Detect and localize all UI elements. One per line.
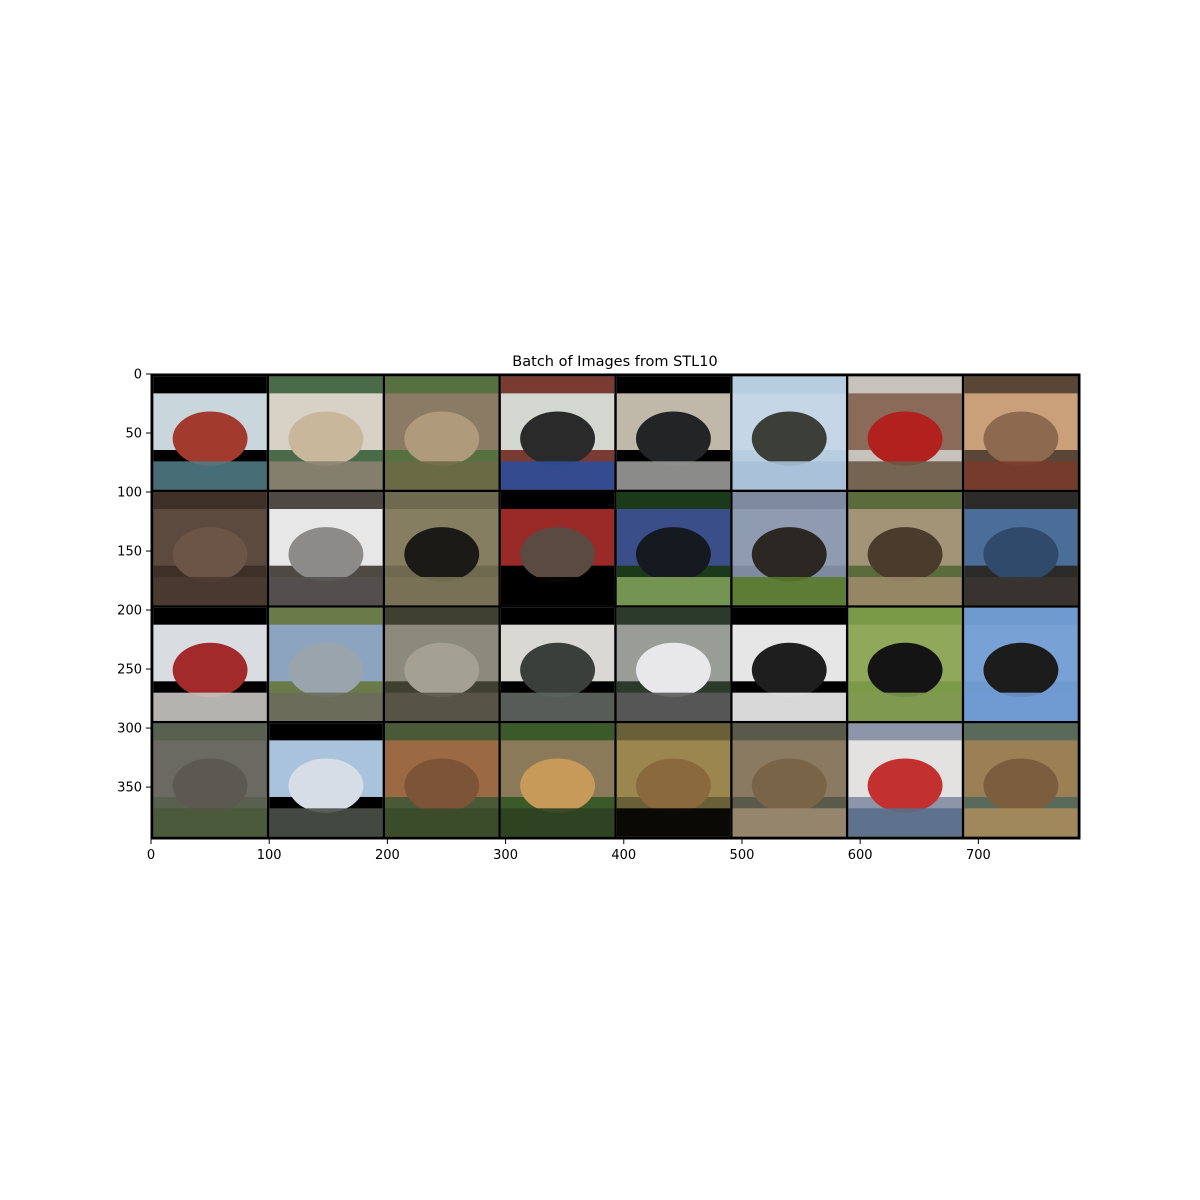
image-tile: dog — [385, 492, 499, 606]
image-tile: truck — [616, 376, 731, 490]
x-tick: 400 — [611, 839, 636, 863]
grid-separator — [151, 489, 1080, 493]
grid-separator — [151, 836, 1080, 839]
grid-separator — [151, 720, 1080, 724]
image-tile: car — [616, 607, 731, 721]
image-tile: deer — [616, 723, 731, 837]
y-tick: 350 — [117, 781, 151, 796]
image-tile: airplane — [848, 723, 962, 837]
x-tick: 200 — [375, 839, 400, 863]
chart-title: Batch of Images from STL10 — [512, 354, 717, 370]
x-tick-label: 0 — [147, 848, 155, 863]
image-tile: monkey — [153, 492, 267, 606]
x-tick: 600 — [848, 839, 873, 863]
image-tile: ship — [153, 376, 267, 490]
y-tick-label: 300 — [117, 722, 142, 737]
image-tile: deer — [732, 723, 846, 837]
image-tile: truck — [153, 607, 267, 721]
image-tile: cat — [153, 723, 267, 837]
image-tile: cat — [385, 723, 499, 837]
y-tick: 200 — [117, 604, 151, 619]
image-tile: car — [964, 492, 1078, 606]
x-tick-label: 300 — [493, 848, 518, 863]
image-tile: truck — [269, 723, 383, 837]
image-tile: dog — [848, 607, 962, 721]
image-tile: truck — [500, 492, 615, 606]
x-axis: 0 100 200 300 400 500 600 700 — [147, 839, 991, 863]
grid-separator — [151, 605, 1080, 608]
image-tile: car — [269, 492, 383, 606]
image-tile: cat — [385, 607, 499, 721]
x-tick: 0 — [147, 839, 155, 863]
image-grid: shipdogmonkeymonkeytruckairplanecarcatmo… — [151, 374, 1080, 839]
axes-frame — [150, 373, 1081, 840]
y-tick-label: 0 — [134, 368, 142, 383]
y-tick-label: 150 — [117, 545, 142, 560]
x-tick-label: 700 — [966, 848, 991, 863]
image-tile: dog — [269, 376, 383, 490]
y-tick-label: 200 — [117, 604, 142, 619]
image-tile: airplane — [732, 376, 846, 490]
image-tile: airplane — [964, 607, 1078, 721]
image-tile: deer — [848, 492, 962, 606]
y-tick-label: 250 — [117, 663, 142, 678]
image-tile: car — [616, 492, 731, 606]
image-tile: car — [848, 376, 962, 490]
y-tick-label: 350 — [117, 781, 142, 796]
x-tick-label: 100 — [257, 848, 282, 863]
y-tick: 50 — [125, 427, 151, 442]
image-tile: cat — [964, 376, 1078, 490]
image-tile: monkey — [500, 376, 615, 490]
image-tile: deer — [964, 723, 1078, 837]
x-tick: 300 — [493, 839, 518, 863]
y-tick: 100 — [117, 486, 151, 501]
x-tick: 700 — [966, 839, 991, 863]
x-tick-label: 400 — [611, 848, 636, 863]
image-tile: monkey — [500, 723, 615, 837]
y-tick: 0 — [134, 368, 151, 383]
grid-separator — [151, 374, 1080, 377]
x-tick: 100 — [257, 839, 282, 863]
x-tick-label: 600 — [848, 848, 873, 863]
image-tile: monkey — [385, 376, 499, 490]
y-tick-label: 50 — [125, 427, 142, 442]
y-axis: 0 50 100 150 200 250 300 350 — [117, 368, 151, 796]
y-tick: 250 — [117, 663, 151, 678]
x-tick-label: 500 — [730, 848, 755, 863]
x-tick-label: 200 — [375, 848, 400, 863]
image-tile: car — [732, 607, 846, 721]
y-tick-label: 100 — [117, 486, 142, 501]
image-tile: ship — [500, 607, 615, 721]
image-tile: bird — [732, 492, 846, 606]
x-tick: 500 — [730, 839, 755, 863]
y-tick: 150 — [117, 545, 151, 560]
image-tile: car — [269, 607, 383, 721]
y-tick: 300 — [117, 722, 151, 737]
